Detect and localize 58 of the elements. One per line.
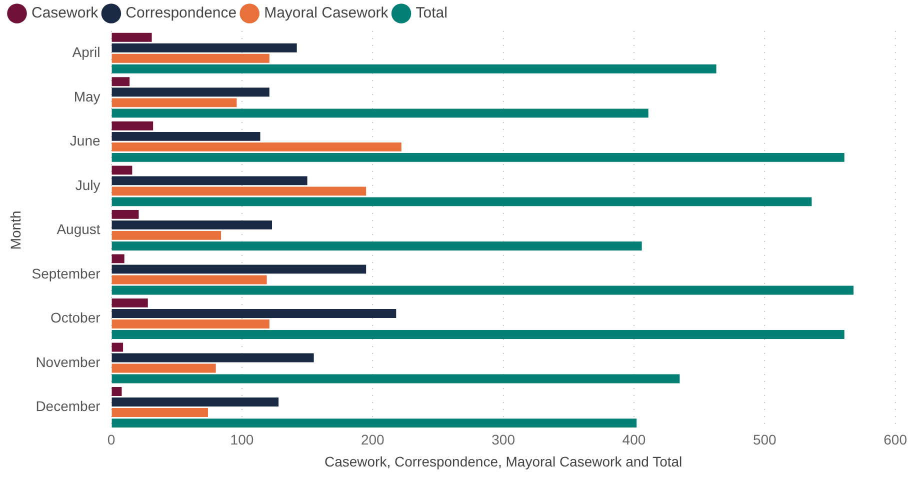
bar bbox=[112, 197, 812, 206]
bar bbox=[112, 220, 272, 230]
y-axis-title: Month bbox=[7, 210, 24, 250]
y-tick-label: December bbox=[36, 398, 101, 414]
x-tick-label: 400 bbox=[622, 432, 646, 448]
bar bbox=[112, 166, 132, 175]
bar bbox=[112, 408, 208, 417]
bar bbox=[112, 176, 308, 186]
y-tick-label: July bbox=[75, 176, 100, 193]
legend-label: Total bbox=[416, 4, 448, 22]
y-tick-label: April bbox=[72, 44, 100, 60]
x-tick-label: 600 bbox=[884, 432, 908, 448]
bar bbox=[112, 364, 216, 373]
bar bbox=[112, 210, 139, 219]
legend-label: Casework bbox=[32, 4, 99, 22]
bar bbox=[112, 54, 270, 63]
bar bbox=[112, 142, 402, 152]
bar bbox=[112, 342, 124, 352]
bar bbox=[112, 43, 297, 52]
bar bbox=[112, 286, 854, 295]
bar bbox=[112, 64, 716, 74]
y-tick-label: November bbox=[36, 354, 101, 370]
x-tick-label: 200 bbox=[360, 432, 385, 448]
bar bbox=[112, 330, 844, 339]
bar bbox=[112, 254, 124, 264]
bar bbox=[112, 398, 279, 406]
x-tick-label: 100 bbox=[230, 432, 254, 448]
bar bbox=[112, 152, 844, 162]
bar bbox=[112, 77, 130, 86]
bar bbox=[112, 374, 680, 384]
bar bbox=[112, 88, 270, 97]
bar bbox=[112, 108, 648, 118]
y-tick-label: October bbox=[50, 310, 101, 326]
x-tick-label: 300 bbox=[492, 432, 516, 448]
bar bbox=[112, 264, 366, 274]
bar bbox=[112, 242, 642, 250]
legend-label: Mayoral Casework bbox=[264, 4, 389, 22]
bar bbox=[112, 353, 314, 362]
bar bbox=[112, 132, 260, 141]
legend-label: Correspondence bbox=[126, 4, 237, 22]
x-tick-label: 500 bbox=[752, 432, 777, 448]
y-tick-label: September bbox=[32, 265, 101, 282]
bar bbox=[112, 186, 366, 196]
bar bbox=[112, 275, 267, 284]
bar bbox=[112, 32, 152, 42]
bar bbox=[112, 98, 237, 108]
x-axis-title: Casework, Correspondence, Mayoral Casework and Total bbox=[324, 453, 682, 470]
y-tick-label: June bbox=[70, 132, 100, 149]
bar bbox=[112, 418, 637, 428]
bar bbox=[112, 320, 270, 328]
bar bbox=[112, 121, 154, 130]
y-tick-label: May bbox=[74, 88, 100, 104]
bar bbox=[112, 298, 148, 308]
y-tick-label: August bbox=[56, 221, 100, 238]
x-tick-label: 0 bbox=[107, 432, 116, 448]
bar bbox=[112, 387, 122, 396]
bar bbox=[112, 309, 396, 318]
bar bbox=[112, 230, 222, 240]
